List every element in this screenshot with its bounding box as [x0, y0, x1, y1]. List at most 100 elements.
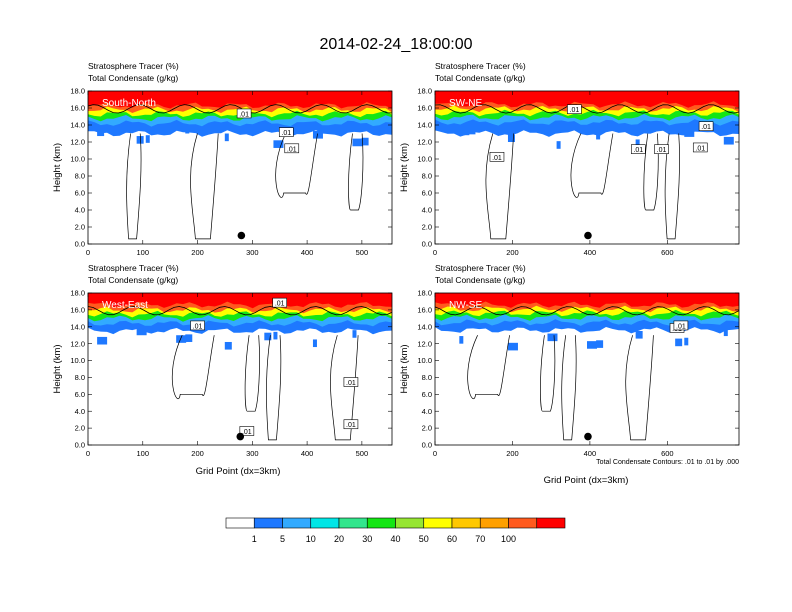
tracer-patch [264, 332, 272, 341]
contour-label: .01 [281, 130, 291, 137]
y-tick-label: 12.0 [417, 339, 432, 348]
x-tick-label: 200 [191, 248, 204, 257]
tracer-patch [635, 139, 640, 148]
contour-label-box [284, 143, 300, 154]
y-tick-label: 10.0 [417, 356, 432, 365]
tracer-patch [352, 330, 357, 338]
colorbar-swatch [338, 517, 368, 529]
y-tick-label: 16.0 [70, 305, 85, 314]
tracer-patch [185, 125, 190, 134]
tracer-patch [684, 129, 695, 137]
y-tick-label: 6.0 [75, 189, 85, 198]
section-label: NW-SE [449, 300, 482, 311]
x-tick-label: 0 [433, 248, 437, 257]
y-tick-label: 10.0 [70, 155, 85, 164]
y-tick-label: 14.0 [417, 322, 432, 331]
contour-label: .01 [346, 422, 356, 429]
condensate-contour [561, 335, 577, 441]
colorbar-swatch [395, 517, 425, 529]
x-axis-label-left: Grid Point (dx=3km) [196, 466, 281, 477]
condensate-contour [266, 335, 282, 441]
y-tick-label: 8.0 [422, 172, 432, 181]
colorbar-label: 70 [475, 534, 485, 544]
tracer-layer-100 [435, 293, 739, 308]
panel-header-tracer: Stratosphere Tracer (%) [88, 263, 179, 273]
tracer-patch [312, 130, 323, 139]
panel-header-tracer: Stratosphere Tracer (%) [435, 263, 526, 273]
x-tick-label: 500 [356, 248, 369, 257]
y-tick-label: 18.0 [417, 87, 432, 96]
panel-plot-area: .01.01 [435, 293, 739, 441]
condensate-contour [330, 335, 359, 441]
contour-label: .01 [193, 323, 203, 330]
x-tick-label: 600 [661, 449, 674, 458]
x-tick-label: 0 [86, 248, 90, 257]
y-tick-label: 12.0 [70, 339, 85, 348]
y-tick-label: 6.0 [422, 189, 432, 198]
contour-label: .01 [242, 429, 252, 436]
condensate-contour [485, 133, 514, 240]
contour-label-box [239, 426, 255, 436]
x-tick-label: 600 [661, 248, 674, 257]
colorbar-label: 60 [447, 534, 457, 544]
colorbar-label: 100 [501, 534, 516, 544]
y-tick-label: 4.0 [422, 407, 432, 416]
tracer-patch [312, 339, 317, 348]
y-tick-label: 16.0 [417, 104, 432, 113]
contour-label: .01 [657, 147, 667, 154]
y-tick-label: 10.0 [70, 356, 85, 365]
condensate-contour [244, 335, 260, 412]
tropopause-contour [435, 306, 739, 316]
panel-nw-se: Stratosphere Tracer (%) Total Condensate … [399, 263, 740, 458]
x-tick-label: 400 [301, 248, 314, 257]
contour-label-box [631, 144, 646, 154]
y-tick-label: 18.0 [70, 289, 85, 298]
contour-label-box [654, 144, 669, 154]
x-tick-label: 200 [506, 248, 519, 257]
tracer-patch [556, 141, 561, 149]
condensate-contour [625, 335, 654, 441]
tracer-patch [723, 328, 728, 337]
colorbar-label: 20 [334, 534, 344, 544]
tracer-patch [136, 327, 147, 336]
tracer-patch [459, 127, 470, 136]
contour-label-box [278, 127, 294, 137]
tracer-patch [507, 342, 518, 351]
colorbar-label: 40 [390, 534, 400, 544]
condensate-contour [190, 133, 219, 240]
y-tick-label: 10.0 [417, 155, 432, 164]
panel-header-tracer: Stratosphere Tracer (%) [88, 61, 179, 71]
contour-label: .01 [695, 145, 705, 152]
tracer-patch [635, 331, 643, 339]
x-tick-label: 400 [584, 248, 597, 257]
contour-label-box [489, 152, 505, 162]
panels-group: Stratosphere Tracer (%) Total Condensate … [52, 61, 740, 458]
condensate-contour [664, 133, 680, 240]
y-tick-label: 6.0 [422, 390, 432, 399]
tracer-patch [547, 333, 558, 342]
y-tick-label: 14.0 [70, 322, 85, 331]
colorbar-swatch [479, 517, 509, 529]
tracer-patch [185, 334, 193, 342]
condensate-contour [275, 133, 318, 198]
tracer-patch [145, 135, 150, 143]
y-tick-label: 0.0 [422, 441, 432, 450]
y-tick-label: 0.0 [75, 240, 85, 249]
y-tick-label: 6.0 [75, 390, 85, 399]
panel-header-condensate: Total Condensate (g/kg) [435, 275, 525, 285]
colorbar-swatch [366, 517, 396, 529]
y-tick-label: 16.0 [70, 104, 85, 113]
panel-plot-area: .01 .01 .01 .01 .01 [88, 293, 392, 441]
panel-header-condensate: Total Condensate (g/kg) [88, 275, 178, 285]
tracer-patch [97, 336, 108, 345]
tracer-patch [596, 131, 601, 140]
condensate-contour [643, 133, 659, 211]
location-marker [584, 231, 592, 240]
y-tick-label: 0.0 [75, 441, 85, 450]
condensate-contour [348, 133, 364, 211]
y-tick-label: 16.0 [417, 305, 432, 314]
tracer-patch [224, 133, 229, 142]
contour-label: .01 [275, 301, 285, 308]
colorbar-swatch [225, 517, 255, 529]
